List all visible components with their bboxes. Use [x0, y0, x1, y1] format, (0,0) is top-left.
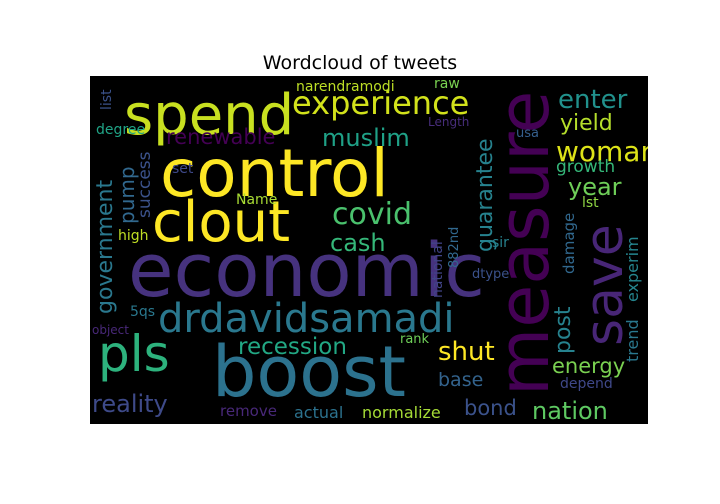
word-nation: nation	[532, 397, 608, 424]
word-national: national	[430, 241, 446, 298]
word-set: set	[172, 161, 194, 177]
word-damage: damage	[560, 213, 578, 274]
word-recession: recession	[238, 334, 347, 360]
word-narendramodi: narendramodi	[296, 79, 395, 95]
word-high: high	[118, 228, 149, 244]
word-lst: lst	[582, 195, 599, 211]
word-measure: measure	[483, 91, 565, 396]
wordcloud-svg: control economic boost measure spend clout sav…	[92, 76, 648, 424]
word-covid: covid	[332, 197, 412, 232]
word-spend: spend	[124, 83, 294, 148]
word-renewable: renewable	[166, 125, 275, 149]
word-usa: usa	[516, 126, 539, 141]
word-reality: reality	[92, 390, 168, 418]
word-government: government	[93, 180, 118, 314]
word-pump: pump	[115, 166, 139, 224]
word-pls: pls	[98, 325, 170, 383]
word-normalize: normalize	[362, 403, 441, 422]
word-remove: remove	[220, 402, 277, 420]
word-energy: energy	[552, 354, 625, 378]
word-woman: woman	[556, 135, 648, 168]
word-degree: degree	[96, 122, 145, 138]
word-raw: raw	[434, 76, 460, 92]
word-boost: boost	[212, 331, 406, 413]
word-experim: experim	[623, 236, 642, 302]
word-depend: depend	[560, 376, 613, 392]
word-trend: trend	[623, 319, 642, 362]
word-clout: clout	[152, 190, 290, 255]
word-shut: shut	[438, 337, 495, 367]
word-post: post	[551, 306, 576, 354]
word-economic: economic	[128, 228, 485, 314]
word-actual: actual	[294, 403, 343, 422]
word-bond: bond	[464, 396, 517, 420]
word-experience: experience	[292, 84, 469, 122]
word-rank: rank	[400, 332, 430, 347]
word-growth: growth	[556, 157, 615, 177]
word-enter: enter	[558, 85, 628, 115]
word-list: list	[99, 89, 115, 110]
word-yield: yield	[560, 111, 613, 136]
word-muslim: muslim	[322, 124, 410, 152]
word-year: year	[568, 173, 622, 201]
word-drdavidsamadi: drdavidsamadi	[158, 296, 455, 342]
word-sir: sir	[492, 235, 509, 251]
word-cash: cash	[330, 229, 386, 257]
word-length: Length	[428, 115, 469, 129]
word-dtype: dtype	[472, 267, 509, 282]
word-name: Name	[236, 192, 277, 208]
word-base: base	[438, 369, 483, 391]
word-882nd: 882nd	[447, 227, 462, 268]
word-control: control	[160, 135, 389, 212]
word-5qs: 5qs	[130, 304, 155, 320]
word-save: save	[575, 224, 635, 346]
word-object: object	[92, 323, 129, 337]
chart-title: Wordcloud of tweets	[262, 52, 458, 74]
wordcloud-canvas: control economic boost measure spend clout sav…	[90, 76, 648, 424]
word-guarantee: guarantee	[473, 138, 498, 252]
word-success: success	[135, 151, 155, 218]
